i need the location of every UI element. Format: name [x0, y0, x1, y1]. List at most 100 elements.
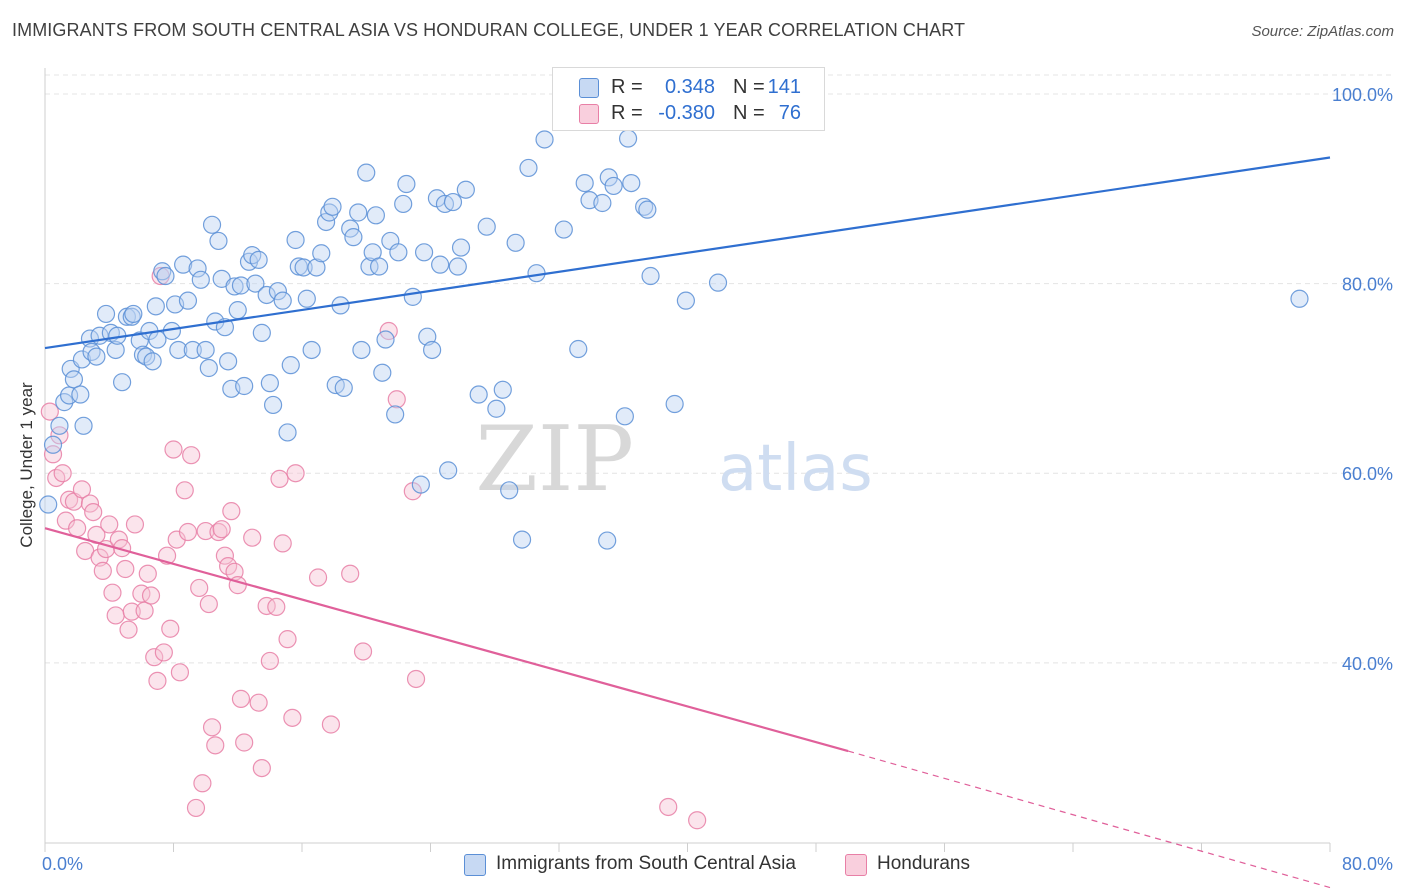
y-tick-label: 80.0% — [1342, 275, 1393, 295]
south-central-asia-point — [260, 374, 279, 393]
south-central-asia-point — [133, 345, 153, 364]
honduran-point — [308, 568, 328, 587]
south-central-asia-point — [665, 394, 684, 414]
south-central-asia-point — [278, 423, 297, 442]
honduran-point — [267, 597, 286, 617]
south-central-asia-point — [249, 250, 268, 269]
honduran-point — [50, 426, 69, 445]
honduran-point — [161, 619, 180, 638]
honduran-point — [148, 671, 167, 690]
honduran-point — [190, 578, 209, 598]
south-central-asia-point — [188, 259, 207, 278]
south-central-asia-point — [87, 347, 106, 366]
hondurans-points — [40, 266, 707, 830]
south-central-asia-point — [246, 274, 265, 293]
south-central-asia-point — [641, 266, 660, 286]
south-central-asia-point — [535, 130, 554, 149]
south-central-asia-point — [316, 212, 336, 232]
honduran-point — [215, 546, 234, 565]
south-central-asia-point — [439, 461, 458, 480]
series-legend: Immigrants from South Central Asia Hondu… — [0, 852, 1406, 878]
south-central-asia-point — [366, 206, 385, 225]
source-label: Source: ZipAtlas.com — [1251, 23, 1394, 40]
legend-r-value: 0.348 — [664, 76, 715, 98]
south-central-asia-point — [268, 282, 288, 301]
honduran-point — [138, 564, 157, 583]
south-central-asia-point — [225, 277, 244, 296]
south-central-asia-point — [199, 358, 218, 378]
honduran-point — [202, 718, 222, 737]
south-central-asia-point — [112, 373, 132, 392]
south-central-asia-point — [423, 340, 442, 360]
south-central-asia-point — [615, 407, 634, 426]
honduran-point — [125, 515, 145, 534]
honduran-point — [84, 502, 103, 522]
south-central-asia-point — [302, 340, 321, 360]
trend-lines — [44, 156, 1331, 889]
legend-r-label: R = — [611, 102, 643, 124]
south-central-asia-point — [604, 176, 623, 196]
south-central-asia-point — [451, 238, 471, 257]
honduran-point — [353, 642, 373, 661]
south-central-asia-point — [39, 495, 58, 514]
south-central-asia-point — [414, 243, 434, 262]
honduran-point — [53, 464, 72, 483]
south-central-asia-point — [373, 363, 392, 382]
south-central-asia-point — [263, 395, 283, 415]
honduran-point — [688, 811, 707, 830]
honduran-point — [164, 440, 183, 459]
honduran-point — [260, 651, 279, 671]
south-central-asia-point — [124, 304, 143, 324]
south-central-asia-point — [294, 258, 313, 277]
honduran-point — [43, 445, 63, 464]
south-central-asia-point — [448, 257, 467, 276]
y-tick-label: 40.0% — [1342, 654, 1393, 674]
honduran-point — [235, 733, 254, 752]
honduran-point — [231, 689, 251, 708]
trend-line-blue — [44, 156, 1331, 350]
watermark: ZIP atlas — [475, 407, 872, 512]
honduran-point — [122, 602, 141, 621]
south-central-asia-point — [493, 380, 512, 399]
legend-r-value: -0.380 — [658, 102, 715, 124]
series-swatch-blue — [464, 854, 486, 876]
honduran-point — [406, 669, 426, 689]
south-central-asia-point — [312, 244, 331, 263]
south-central-asia-point — [638, 200, 657, 219]
honduran-point — [212, 520, 231, 539]
chart-title: IMMIGRANTS FROM SOUTH CENTRAL ASIA VS HO… — [12, 20, 966, 40]
south-central-asia-point — [146, 297, 165, 316]
honduran-point — [40, 402, 59, 421]
honduran-point — [175, 481, 194, 500]
south-central-asia-point — [360, 257, 379, 276]
honduran-point — [182, 446, 201, 465]
honduran-point — [170, 663, 190, 682]
legend-n-label: N = — [733, 102, 765, 124]
y-axis-label: College, Under 1 year — [17, 382, 36, 548]
honduran-point — [278, 630, 297, 649]
honduran-point — [222, 502, 241, 521]
south-central-asia-point — [593, 193, 612, 213]
south-central-asia-point — [599, 168, 618, 187]
honduran-point — [659, 797, 678, 817]
south-central-asia-point — [191, 270, 210, 289]
series-legend-label: Immigrants from South Central Asia — [496, 853, 796, 874]
honduran-point — [286, 464, 305, 483]
south-central-asia-point — [71, 385, 90, 404]
south-central-asia-point — [352, 340, 371, 360]
south-central-asia-point — [174, 255, 193, 274]
south-central-asia-point — [183, 340, 202, 360]
south-central-asia-point — [257, 285, 276, 305]
south-central-asia-point — [618, 129, 638, 148]
honduran-point — [116, 559, 135, 579]
y-tick-label: 60.0% — [1342, 464, 1393, 484]
south-central-asia-point — [386, 405, 405, 424]
stats-legend: R = 0.348 N = 141 R = -0.380 N = 76 — [552, 67, 825, 131]
south-central-asia-point — [323, 197, 342, 216]
trend-line-pink — [44, 527, 849, 753]
south-central-asia-point — [569, 339, 588, 359]
tick-labels: 40.0% 60.0% 80.0% 100.0% 0.0% 80.0% — [42, 85, 1393, 874]
south-central-asia-point — [469, 385, 488, 404]
south-central-asia-point — [307, 258, 326, 277]
south-central-asia-point — [96, 304, 116, 324]
